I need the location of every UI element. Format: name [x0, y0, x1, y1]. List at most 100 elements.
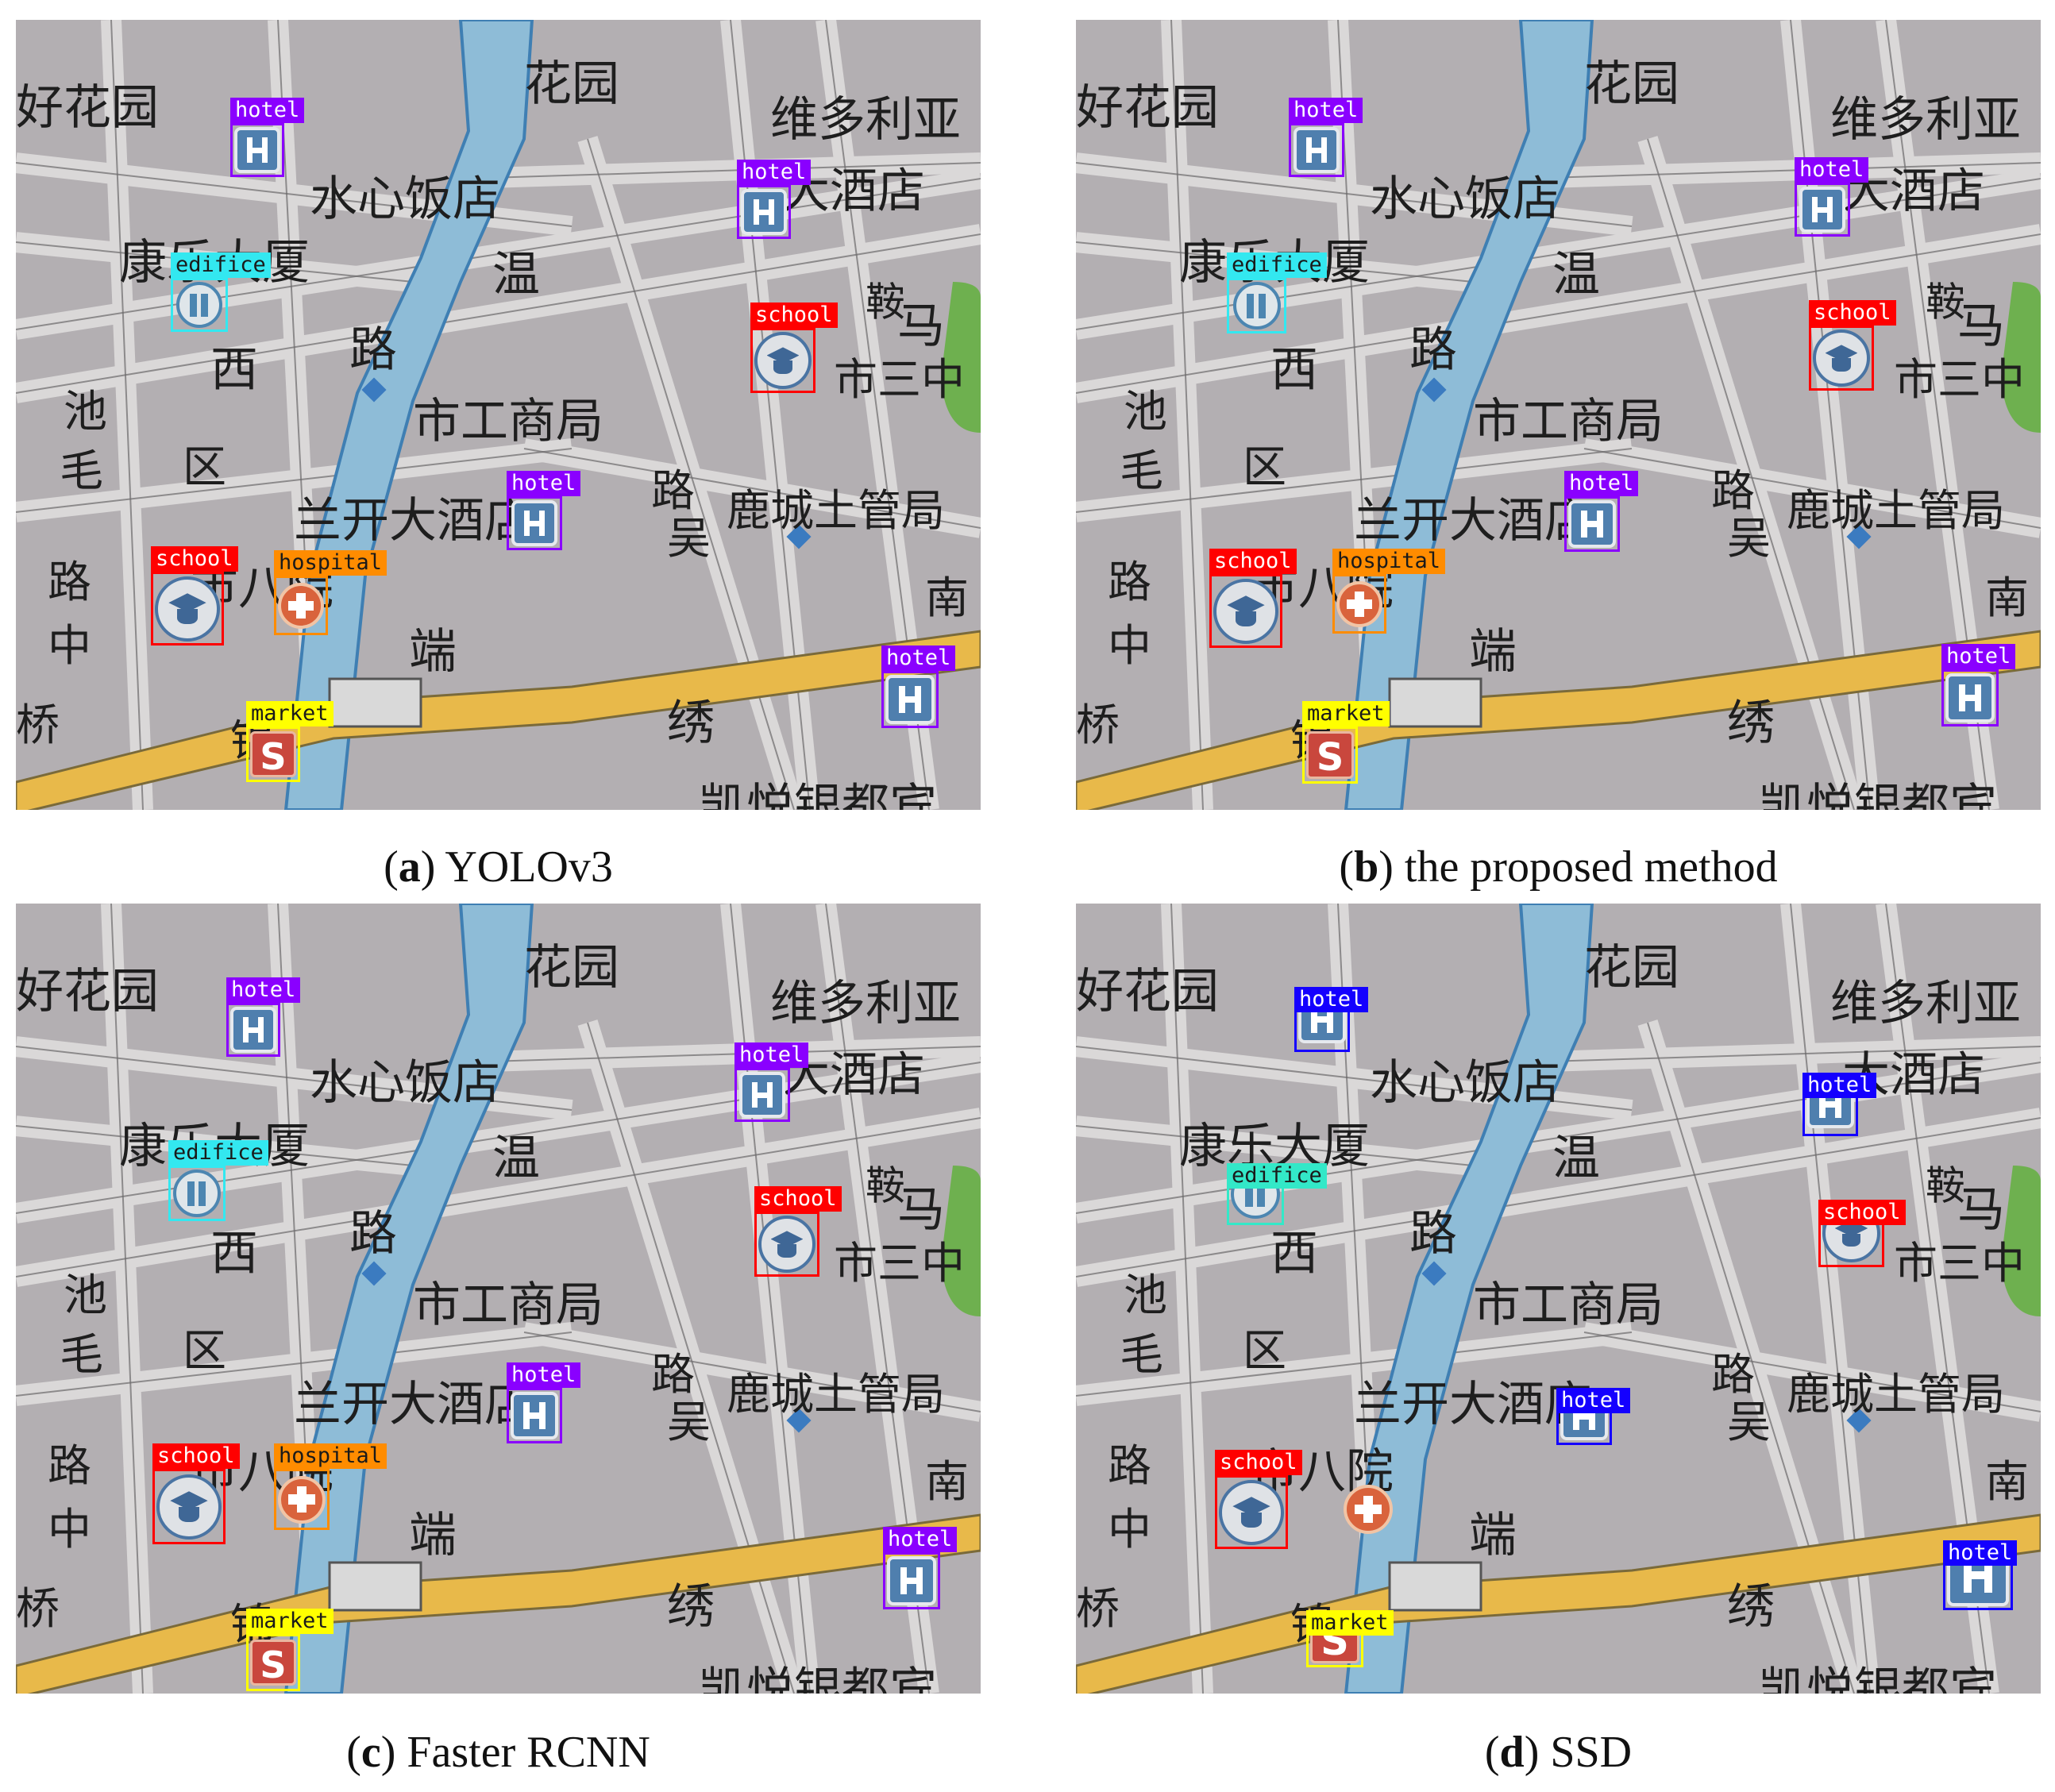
detection-box-hotel: hotel	[881, 646, 956, 728]
street-edge-8	[16, 1331, 573, 1397]
map-label: 路	[1409, 322, 1457, 378]
map-label: 路	[349, 1206, 397, 1262]
map-label: 花园	[1584, 56, 1679, 112]
bridge	[328, 1561, 422, 1612]
map-label: 中	[1108, 620, 1151, 671]
map-label: 吴	[1727, 513, 1771, 564]
hotel-icon	[887, 1556, 936, 1605]
map-image: 好花园花园维多利亚大酒店水心饭店康乐大厦温鞍马路西池区市工商局市三中兰开大酒店鹿…	[1076, 904, 2041, 1694]
hotel-icon-stroke	[247, 147, 268, 153]
street-edge-7	[460, 1046, 981, 1063]
panel-a: 好花园花园维多利亚大酒店水心饭店康乐大厦温鞍马路西池区市工商局市三中兰开大酒店鹿…	[16, 20, 981, 810]
map-image: 好花园花园维多利亚大酒店水心饭店康乐大厦温鞍马路西池区市工商局市三中兰开大酒店鹿…	[1076, 20, 2041, 810]
detection-label: hospital	[274, 1443, 387, 1469]
method-name: SSD	[1539, 1728, 1633, 1777]
map-label: 西	[1270, 1226, 1318, 1281]
detection-box-hotel: hotel	[1556, 1388, 1631, 1445]
map-label: 鹿城土管局	[727, 1369, 945, 1420]
map-label: 桥	[16, 699, 60, 750]
detection-box-hotel: hotel	[737, 160, 812, 239]
detection-label: hotel	[883, 1527, 958, 1552]
map-label: 鹿城土管局	[1787, 485, 2005, 536]
poi-diamond-1	[1846, 524, 1872, 549]
caption-paren: (	[1484, 1728, 1500, 1777]
caption-paren: )	[1378, 842, 1394, 892]
map-label: 路	[1409, 1206, 1457, 1262]
map-label: 鹿城土管局	[1787, 1369, 2005, 1420]
map-image: 好花园花园维多利亚大酒店水心饭店康乐大厦温鞍马路西池区市工商局市三中兰开大酒店鹿…	[16, 904, 981, 1694]
map-label: 端	[1469, 624, 1517, 680]
street-edge-11	[1076, 1125, 1474, 1166]
map-label: 桥	[1076, 1583, 1120, 1634]
map-label: 毛	[1120, 1329, 1163, 1380]
panel-letter: c	[360, 1728, 381, 1777]
detection-label: hotel	[1289, 98, 1363, 123]
map-label: 好花园	[16, 964, 159, 1019]
detection-label: school	[750, 303, 838, 328]
hospital-icon	[278, 582, 324, 629]
detection-box-school: school	[1215, 1450, 1302, 1549]
detection-label: hotel	[507, 471, 581, 496]
map-label: 鞍	[1926, 279, 1965, 326]
detection-box-school: school	[152, 1443, 240, 1544]
park	[2001, 282, 2041, 433]
map-label: 市三中	[1894, 354, 2025, 405]
panel-letter: a	[398, 842, 421, 892]
map-label: 鞍	[866, 1163, 905, 1209]
panel-b: 好花园花园维多利亚大酒店水心饭店康乐大厦温鞍马路西池区市工商局市三中兰开大酒店鹿…	[1076, 20, 2041, 810]
map-label: 西	[1270, 342, 1318, 398]
map-label: 南	[925, 572, 969, 623]
detection-box-school: school	[151, 546, 238, 646]
street-edge-7	[1520, 162, 2041, 179]
map-label: 路	[48, 1440, 91, 1491]
hotel-icon-stroke	[243, 1027, 264, 1033]
detection-box-edifice: edifice	[1227, 1163, 1327, 1225]
detection-label: edifice	[1227, 252, 1327, 278]
map-label: 凯悦银都宾	[1759, 779, 1997, 810]
detection-label: market	[246, 1609, 334, 1634]
map-label: 凯悦银都宾	[699, 1663, 937, 1694]
poi-diamond-0	[1421, 377, 1447, 403]
hotel-icon	[1294, 127, 1340, 173]
map-label: 南	[1985, 1456, 2029, 1507]
hotel-icon	[511, 1392, 558, 1439]
street-edge-0	[16, 233, 981, 394]
map-label: 路	[48, 557, 91, 607]
map-label: 绣	[667, 696, 715, 751]
hotel-icon-stroke	[524, 520, 545, 526]
market-icon: S	[1306, 731, 1354, 780]
map-label: 绣	[1727, 1579, 1775, 1635]
hotel-icon	[1568, 500, 1616, 548]
map-label: 温	[492, 1131, 540, 1186]
map-label: 桥	[1076, 699, 1120, 750]
undetected-symbol	[1342, 1483, 1394, 1536]
detection-box-school: school	[1809, 300, 1896, 391]
map-label: 毛	[1120, 445, 1163, 496]
map-label: 池	[1124, 1270, 1167, 1320]
hospital-icon	[278, 1475, 326, 1524]
caption-paren: )	[1524, 1728, 1540, 1777]
detection-label: market	[1306, 1610, 1394, 1636]
poi-diamond-1	[1846, 1408, 1872, 1433]
detection-label: hotel	[881, 646, 956, 671]
detection-box-hotel: hotel	[226, 977, 301, 1057]
map-label: 路	[1108, 1440, 1151, 1491]
map-label: 花园	[1584, 940, 1679, 996]
map-label: 毛	[60, 445, 103, 496]
map-label: 维多利亚	[770, 976, 961, 1031]
map-label: 市三中	[834, 354, 965, 405]
map-label: 水心饭店	[1370, 1055, 1560, 1111]
map-label: 绣	[667, 1579, 715, 1635]
hotel-icon-stroke	[754, 209, 774, 215]
river	[1344, 904, 1594, 1694]
detection-label: hospital	[274, 550, 387, 576]
map-label: 维多利亚	[1830, 976, 2021, 1031]
market-icon: S	[250, 731, 296, 778]
park	[941, 1166, 981, 1316]
map-label: 毛	[60, 1329, 103, 1380]
detection-box-hotel: hotel	[1943, 1540, 2018, 1610]
hotel-icon	[1799, 187, 1845, 233]
